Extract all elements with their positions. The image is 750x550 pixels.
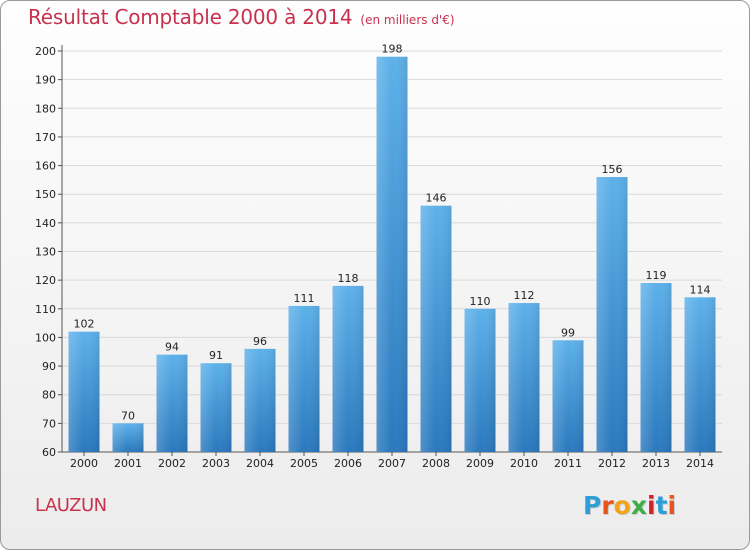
x-tick-label: 2013 — [642, 457, 670, 470]
x-tick-label: 2012 — [598, 457, 626, 470]
x-tick-label: 2003 — [202, 457, 230, 470]
x-tick-label: 2009 — [466, 457, 494, 470]
data-label: 110 — [470, 295, 491, 308]
data-label: 94 — [165, 341, 179, 354]
chart-subtitle: (en milliers d'€) — [360, 13, 455, 27]
logo-letter: t — [655, 491, 668, 520]
x-tick-label: 2005 — [290, 457, 318, 470]
data-labels: 102 70 94 91 96 111 118 198 146 110 112 99 156 119 114 — [74, 43, 711, 423]
data-label: 102 — [74, 318, 95, 331]
y-tick-label: 130 — [35, 246, 56, 259]
chart-title: Résultat Comptable 2000 à 2014 (en millie… — [28, 5, 455, 29]
data-label: 91 — [209, 349, 223, 362]
data-label: 114 — [690, 283, 711, 296]
bar-shine — [464, 308, 496, 452]
bar-shine — [684, 297, 716, 452]
data-label: 156 — [602, 163, 623, 176]
logo-letter: i — [667, 491, 677, 520]
x-tick-label: 2001 — [114, 457, 142, 470]
logo-letter: x — [630, 491, 647, 520]
bar-shine — [420, 205, 452, 452]
y-tick-label: 120 — [35, 274, 56, 287]
y-tick-label: 80 — [42, 389, 56, 402]
data-label: 70 — [121, 409, 135, 422]
y-tick-label: 60 — [42, 446, 56, 459]
logo-letter: P — [583, 491, 602, 520]
data-label: 96 — [253, 335, 267, 348]
y-tick-label: 170 — [35, 131, 56, 144]
y-tick-label: 150 — [35, 188, 56, 201]
bar-shine — [552, 340, 584, 452]
y-tick-label: 140 — [35, 217, 56, 230]
data-label: 99 — [561, 326, 575, 339]
y-tick-label: 160 — [35, 160, 56, 173]
y-tick-label: 110 — [35, 303, 56, 316]
data-label: 198 — [382, 43, 403, 56]
y-tick-label: 200 — [35, 45, 56, 58]
proxiti-logo: Proxiti — [583, 491, 676, 520]
x-tick-label: 2000 — [70, 457, 98, 470]
logo-letter: o — [613, 491, 631, 520]
y-tick-label: 100 — [35, 331, 56, 344]
data-label: 111 — [294, 292, 315, 305]
bar-shine — [332, 285, 364, 452]
x-tick-label: 2007 — [378, 457, 406, 470]
x-tick-label: 2004 — [246, 457, 274, 470]
bar-shine — [640, 283, 672, 452]
bar-shine — [376, 56, 408, 452]
commune-name: LAUZUN — [35, 495, 107, 516]
data-label: 146 — [426, 192, 447, 205]
x-tick-label: 2006 — [334, 457, 362, 470]
x-tick-label: 2002 — [158, 457, 186, 470]
x-tick-label: 2014 — [686, 457, 714, 470]
data-label: 118 — [338, 272, 359, 285]
chart-title-text: Résultat Comptable 2000 à 2014 — [28, 5, 353, 29]
bar-shine — [68, 331, 100, 452]
data-label: 112 — [514, 289, 535, 302]
logo-letter: r — [601, 491, 614, 520]
y-tick-label: 90 — [42, 360, 56, 373]
x-tick-label: 2011 — [554, 457, 582, 470]
y-tick-label: 70 — [42, 417, 56, 430]
data-label: 119 — [646, 269, 667, 282]
bar-shine — [288, 305, 320, 452]
bar-shine — [244, 348, 276, 452]
logo-letter: i — [647, 491, 656, 520]
bars — [68, 56, 716, 452]
x-tick-label: 2008 — [422, 457, 450, 470]
bar-shine — [508, 303, 540, 452]
bar-shine — [156, 354, 188, 452]
bar-shine — [112, 423, 144, 452]
bar-shine — [596, 177, 628, 452]
y-tick-label: 180 — [35, 102, 56, 115]
y-tick-label: 190 — [35, 74, 56, 87]
bar-shine — [200, 363, 232, 452]
x-tick-label: 2010 — [510, 457, 538, 470]
